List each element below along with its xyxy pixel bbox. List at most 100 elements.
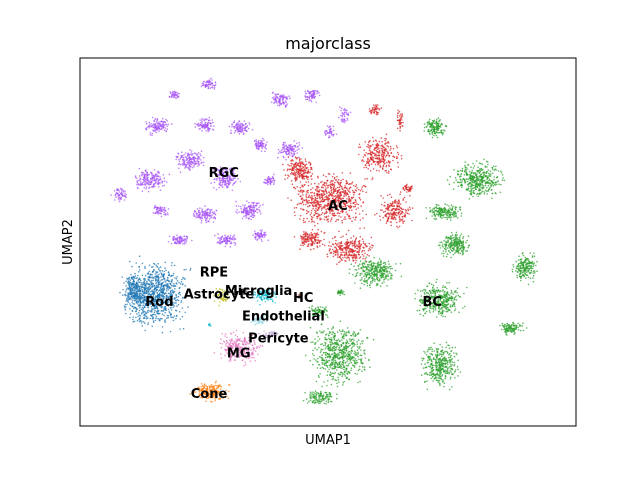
point-rgc — [184, 156, 187, 158]
point-ac — [324, 185, 326, 187]
point-rgc — [218, 237, 221, 239]
point-ac — [401, 113, 404, 115]
point-ac — [303, 238, 306, 241]
point-ac — [351, 183, 353, 185]
point-ac — [383, 146, 386, 149]
point-rgc — [343, 115, 346, 118]
point-rgc — [200, 161, 203, 164]
point-rgc — [229, 246, 232, 248]
point-ac — [302, 244, 305, 247]
point-rgc — [118, 191, 121, 193]
point-rgc — [232, 182, 235, 185]
point-ac — [331, 194, 334, 197]
point-rgc — [192, 157, 194, 159]
point-ac — [348, 217, 351, 220]
point-rgc — [189, 165, 192, 168]
point-rgc — [215, 177, 218, 180]
point-bc — [459, 178, 462, 181]
point-rgc — [172, 239, 175, 241]
point-bc — [472, 195, 474, 198]
point-ac — [358, 193, 360, 196]
point-ac — [402, 208, 405, 211]
point-ac — [293, 165, 295, 167]
point-bc — [484, 184, 487, 187]
point-rgc — [183, 241, 186, 244]
point-ac — [354, 243, 356, 246]
point-bc — [468, 185, 470, 188]
point-ac — [301, 165, 303, 168]
point-rgc — [176, 92, 179, 94]
point-rgc — [254, 143, 256, 146]
point-bc — [491, 168, 494, 171]
point-bc — [440, 214, 443, 216]
point-rgc — [272, 98, 275, 100]
point-ac — [300, 202, 303, 205]
point-ac — [374, 160, 376, 163]
point-rgc — [230, 129, 232, 132]
point-rgc — [340, 114, 342, 117]
point-ac — [355, 208, 358, 211]
point-rgc — [197, 162, 200, 165]
point-bc — [435, 128, 438, 131]
point-ac — [365, 185, 367, 188]
point-bc — [488, 188, 490, 190]
point-ac — [302, 199, 304, 201]
point-ac — [335, 244, 338, 246]
point-ac — [374, 157, 377, 160]
point-ac — [397, 109, 399, 112]
point-ac — [325, 187, 327, 189]
point-bc — [456, 217, 459, 219]
point-ac — [299, 166, 301, 168]
point-rgc — [199, 207, 201, 209]
point-ac — [311, 228, 314, 231]
point-bc — [490, 180, 492, 182]
point-rgc — [205, 211, 208, 213]
point-bc — [462, 178, 465, 180]
point-rgc — [134, 175, 137, 177]
point-ac — [338, 230, 340, 233]
point-ac — [398, 211, 401, 213]
point-ac — [324, 182, 326, 184]
point-rgc — [156, 118, 159, 120]
point-rgc — [201, 217, 204, 220]
point-bc — [470, 187, 472, 190]
point-ac — [404, 216, 406, 218]
point-ac — [337, 179, 340, 181]
point-rgc — [289, 154, 291, 156]
point-ac — [359, 189, 362, 192]
point-ac — [353, 194, 355, 196]
point-ac — [395, 209, 397, 212]
point-ac — [342, 191, 345, 193]
point-ac — [311, 173, 314, 175]
point-ac — [362, 190, 364, 193]
point-rgc — [202, 211, 204, 213]
point-rgc — [200, 222, 203, 224]
point-rgc — [201, 215, 204, 217]
point-rgc — [153, 119, 156, 122]
point-ac — [316, 186, 318, 188]
point-rgc — [233, 173, 236, 175]
point-rgc — [273, 179, 276, 182]
point-ac — [407, 209, 410, 212]
point-ac — [328, 245, 330, 247]
point-ac — [316, 232, 319, 234]
point-bc — [431, 132, 434, 134]
point-ac — [396, 114, 399, 117]
point-rgc — [298, 144, 301, 146]
point-bc — [443, 216, 445, 219]
point-bc — [438, 131, 441, 134]
point-bc — [430, 130, 432, 132]
point-rgc — [293, 140, 296, 142]
point-rgc — [188, 166, 191, 168]
point-bc — [532, 272, 534, 274]
point-ac — [395, 211, 398, 214]
point-bc — [474, 188, 477, 190]
point-ac — [333, 236, 336, 239]
point-ac — [384, 201, 386, 204]
point-rgc — [194, 122, 196, 125]
point-rgc — [341, 120, 343, 122]
point-ac — [313, 194, 316, 197]
point-bc — [458, 252, 460, 255]
point-ac — [302, 241, 305, 243]
point-bc — [449, 248, 452, 250]
